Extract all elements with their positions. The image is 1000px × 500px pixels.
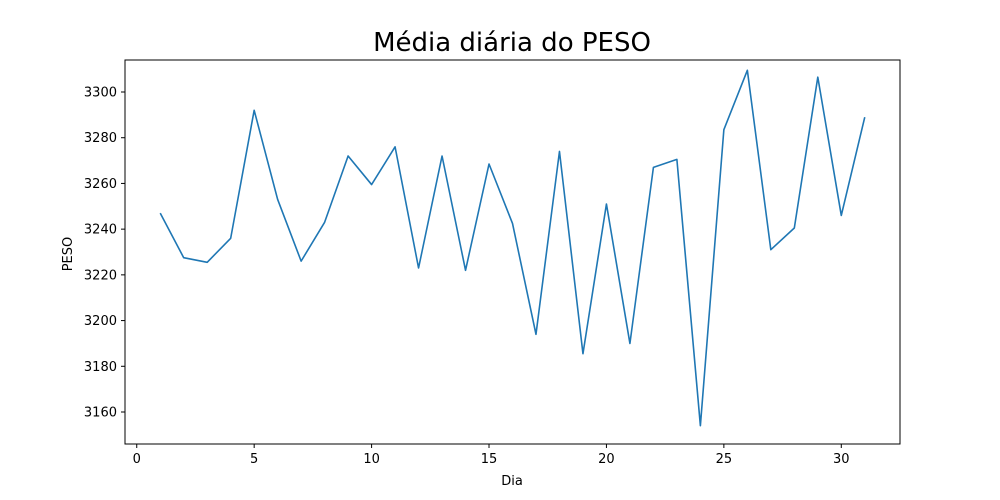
chart-title: Média diária do PESO: [373, 28, 651, 58]
y-tick-label: 3220: [84, 268, 117, 283]
x-axis: 0 5 10 15 20 25 30: [133, 444, 850, 467]
x-tick-label: 10: [363, 452, 380, 467]
series-line-peso: [159, 69, 866, 427]
x-tick-label: 5: [250, 452, 258, 467]
y-tick-label: 3280: [84, 131, 117, 146]
y-axis: 3160 3180 3200 3220 3240 3260 3280 3300: [84, 86, 125, 421]
series-group: [159, 69, 866, 427]
x-axis-label: Dia: [501, 474, 523, 489]
y-axis-label: PESO: [61, 237, 76, 272]
y-tick-label: 3260: [84, 177, 117, 192]
x-tick-label: 0: [133, 452, 141, 467]
x-tick-label: 15: [481, 452, 498, 467]
x-tick-label: 20: [598, 452, 615, 467]
y-tick-label: 3240: [84, 223, 117, 238]
y-tick-label: 3300: [84, 86, 117, 101]
y-tick-label: 3160: [84, 406, 117, 421]
x-tick-label: 25: [716, 452, 733, 467]
plot-frame: [124, 59, 901, 445]
y-tick-label: 3200: [84, 314, 117, 329]
y-tick-label: 3180: [84, 360, 117, 375]
x-tick-label: 30: [833, 452, 850, 467]
